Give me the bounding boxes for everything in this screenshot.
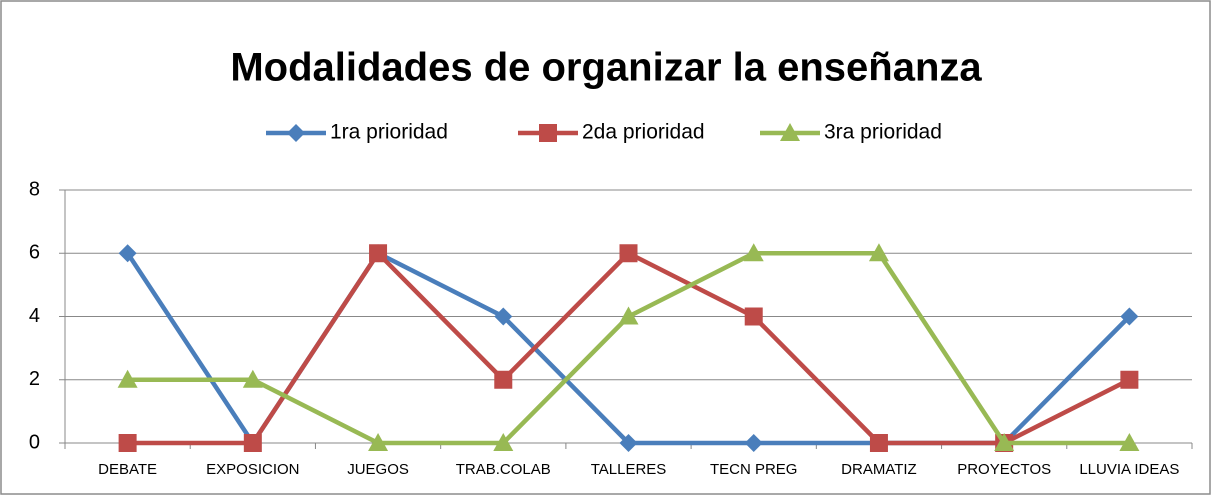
data-point (869, 434, 888, 452)
data-point (744, 434, 763, 452)
y-tick-label: 0 (29, 431, 40, 453)
data-point (242, 369, 263, 388)
data-point (493, 433, 514, 451)
legend-label: 2da prioridad (582, 121, 705, 144)
x-tick-label: JUEGOS (347, 461, 409, 478)
data-point (118, 244, 137, 263)
x-tick-label: DEBATE (98, 461, 157, 478)
legend-marker (539, 124, 557, 142)
data-point (1119, 433, 1140, 451)
x-tick-label: DRAMATIZ (841, 461, 917, 478)
chart-title: Modalidades de organizar la enseñanza (230, 46, 982, 90)
x-tick-label: TALLERES (591, 461, 667, 478)
legend-label: 3ra prioridad (824, 121, 942, 144)
legend-marker (287, 124, 305, 142)
data-point (368, 433, 389, 451)
data-point (994, 433, 1015, 451)
data-point (743, 243, 764, 262)
y-tick-label: 6 (29, 242, 40, 264)
data-point (1120, 307, 1139, 326)
y-tick-label: 4 (29, 305, 40, 327)
data-point (619, 244, 638, 263)
data-point (243, 434, 262, 452)
legend-marker (780, 123, 800, 141)
x-tick-label: EXPOSICION (206, 461, 299, 478)
x-tick-label: PROYECTOS (957, 461, 1051, 478)
legend-label: 1ra prioridad (330, 121, 448, 144)
data-point (369, 244, 388, 263)
x-tick-label: TECN PREG (710, 461, 798, 478)
data-point (744, 307, 763, 326)
x-tick-label: LLUVIA IDEAS (1079, 461, 1179, 478)
data-point (494, 370, 513, 389)
data-point (1120, 370, 1139, 389)
y-tick-label: 2 (29, 368, 40, 390)
data-point (619, 434, 638, 452)
data-point (118, 434, 137, 452)
data-point (117, 369, 138, 388)
data-point (494, 307, 513, 326)
data-point (868, 243, 889, 262)
x-tick-label: TRAB.COLAB (456, 461, 551, 478)
y-tick-label: 8 (29, 178, 40, 200)
data-point (618, 306, 639, 325)
